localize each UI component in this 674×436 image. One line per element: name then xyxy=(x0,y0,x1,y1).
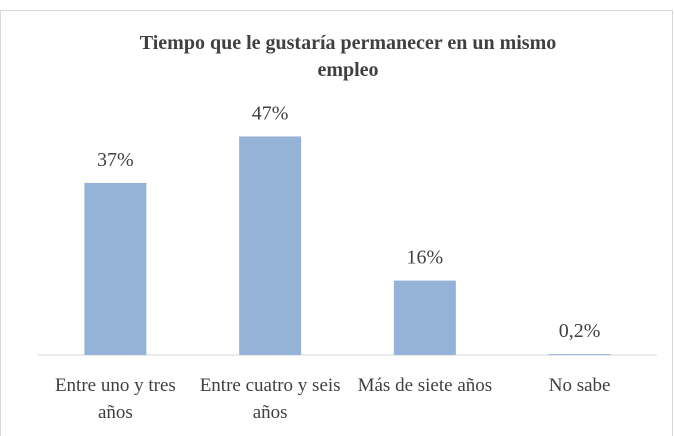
chart-title: Tiempo que le gustaría permanecer en un … xyxy=(139,32,557,81)
bar xyxy=(393,280,456,355)
x-tick-label: Más de siete años xyxy=(357,375,493,396)
data-label: 37% xyxy=(97,149,134,171)
chart-frame xyxy=(0,10,673,436)
bar xyxy=(239,136,302,355)
x-tick-label: No sabe xyxy=(548,375,611,396)
data-label: 16% xyxy=(407,247,444,269)
data-label: 0,2% xyxy=(559,320,601,342)
x-tick-label: Entre cuatro y seis años xyxy=(199,375,341,423)
data-label: 47% xyxy=(252,102,289,124)
bar xyxy=(548,354,611,356)
x-tick-label: Entre uno y tres años xyxy=(54,375,176,423)
bar xyxy=(84,182,147,355)
